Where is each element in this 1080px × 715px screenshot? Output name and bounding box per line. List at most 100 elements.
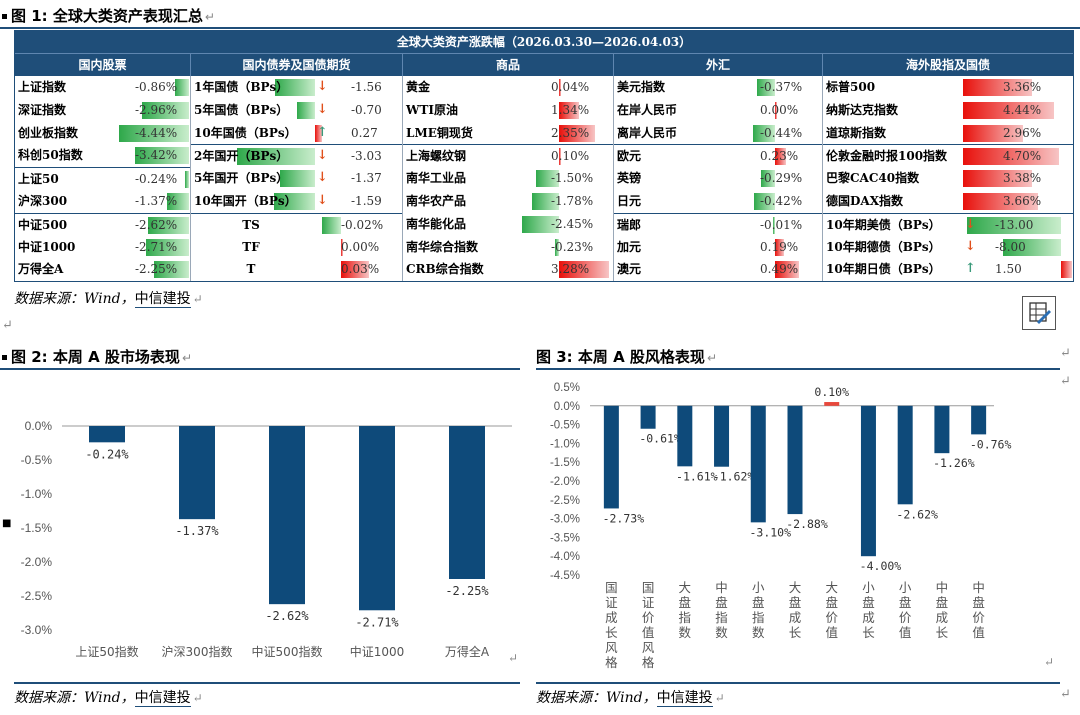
data-label: -2.62%	[896, 507, 938, 521]
category-label-char: 指	[752, 610, 765, 625]
bullet-icon	[2, 14, 7, 19]
y-tick-label: -3.5%	[550, 532, 580, 544]
bar	[449, 426, 485, 579]
source-org-link[interactable]: 中信建投	[134, 291, 191, 308]
fig1-rule	[0, 27, 1080, 29]
bar	[934, 405, 950, 454]
value-bar	[296, 101, 315, 119]
table-row: 黄金 0.04%	[403, 76, 613, 99]
bar	[269, 426, 305, 605]
y-tick-label: -2.0%	[550, 476, 580, 488]
category-label-char: 成	[789, 610, 802, 625]
row-value: 0.00%	[341, 239, 380, 254]
category-label: 万得全A	[445, 644, 490, 659]
row-label: 上证50	[18, 172, 59, 187]
value-bar	[146, 238, 189, 256]
data-label: -3.10%	[749, 525, 791, 539]
table-row: 1年国债（BPs） ↓ -1.56	[191, 76, 402, 99]
row-value: 1.34%	[551, 102, 590, 117]
fig3-bottom-rule	[536, 682, 1060, 684]
fig2-title: 图 2: 本周 A 股市场表现 ↵	[2, 346, 192, 367]
value-bar	[185, 171, 189, 189]
source-org-link[interactable]: 中信建投	[134, 690, 191, 707]
arrow-up-icon: ↑	[317, 124, 328, 140]
row-label: 美元指数	[617, 80, 666, 94]
category-label-char: 中	[715, 580, 728, 595]
row-label: 创业板指数	[18, 125, 79, 140]
category-label-char: 盘	[752, 595, 765, 610]
table-row: 2年国开（BPs） ↓ -3.03	[191, 144, 402, 167]
table-row: 上证指数 -0.86%	[15, 76, 190, 99]
data-label: -1.26%	[933, 456, 975, 470]
category-label-char: 小	[899, 580, 912, 595]
table-row: LME铜现货 2.35%	[403, 122, 613, 145]
table-row: 英镑 -0.29%	[614, 167, 822, 190]
table-row: 巴黎CAC40指数 3.38%	[823, 167, 1073, 190]
value-bar	[279, 170, 315, 188]
category-label-char: 价	[972, 610, 985, 625]
row-value: 0.03%	[341, 262, 380, 277]
source-org-link[interactable]: 中信建投	[656, 690, 713, 707]
arrow-down-icon: ↓	[317, 79, 328, 94]
col-header-overseas: 海外股指及国债	[905, 58, 990, 72]
data-label: -0.76%	[970, 437, 1012, 451]
bar	[787, 405, 803, 515]
table-row: 10年期德债（BPs） ↓ -8.00	[823, 236, 1073, 259]
category-label-char: 长	[862, 625, 875, 640]
row-label: 巴黎CAC40指数	[826, 171, 920, 186]
category-label-char: 价	[825, 610, 838, 625]
value-bar	[274, 192, 315, 210]
fig2-source: 数据来源：Wind，中信建投 ↵	[14, 690, 203, 707]
category-label-char: 盘	[899, 595, 912, 610]
value-bar	[153, 261, 189, 279]
row-value: -8.00	[995, 239, 1026, 254]
row-label: 上证指数	[18, 80, 67, 94]
col-header-stocks: 国内股票	[15, 54, 191, 76]
table-row: 5年国开（BPs） ↓ -1.37	[191, 167, 402, 190]
row-label: 南华能化品	[406, 216, 467, 231]
paragraph-mark: ↵	[2, 318, 13, 333]
value-bar	[559, 79, 561, 96]
col-header-bonds: 国内债券及国债期货	[191, 54, 403, 76]
row-label: 深证指数	[18, 102, 67, 117]
table-row: 科创50指数 -3.42%	[15, 144, 190, 167]
row-value: 0.00%	[760, 102, 799, 117]
row-value: -0.44%	[760, 125, 803, 140]
row-label: 澳元	[617, 262, 642, 277]
data-label: -1.62%	[713, 470, 755, 484]
data-label: -2.73%	[603, 511, 645, 525]
category-label-char: 值	[825, 625, 838, 640]
chart-edit-icon[interactable]	[1022, 296, 1056, 330]
value-bar	[142, 101, 189, 119]
row-label: 纳斯达克指数	[826, 102, 899, 117]
row-value: 0.27	[351, 125, 378, 140]
fig2-bottom-rule	[14, 682, 520, 684]
category-label: 沪深300指数	[162, 644, 233, 659]
row-label: 5年国开（BPs）	[194, 171, 289, 186]
table-row: 10年期美债（BPs） ↓ -13.00	[823, 212, 1073, 236]
table-row: 标普500 3.36%	[823, 76, 1073, 99]
row-label: 加元	[617, 239, 642, 254]
row-label: TF	[242, 239, 260, 254]
value-bar	[559, 148, 561, 166]
value-bar	[175, 79, 189, 96]
bar	[603, 405, 619, 509]
table-row: 在岸人民币 0.00%	[614, 99, 822, 122]
category-label-char: 证	[642, 595, 655, 610]
category-label-char: 国	[642, 580, 655, 595]
row-label: 南华农产品	[406, 193, 467, 208]
paragraph-mark: ↵	[1060, 687, 1071, 702]
row-label: 科创50指数	[18, 148, 83, 163]
table-row: 德国DAX指数 3.66%	[823, 190, 1073, 213]
category-label-char: 长	[605, 625, 618, 640]
category-label-char: 盘	[715, 595, 728, 610]
value-bar	[963, 101, 1054, 119]
row-value: 0.23%	[760, 149, 799, 164]
row-label: 英镑	[617, 171, 642, 186]
arrow-down-icon: ↓	[317, 101, 328, 117]
fig1-source: 数据来源：Wind，中信建投 ↵	[14, 291, 203, 308]
row-value: -2.96%	[135, 102, 178, 117]
y-tick-label: -1.5%	[550, 457, 580, 469]
table-row: 上证50 -0.24%	[15, 167, 190, 190]
value-bar	[341, 261, 369, 279]
